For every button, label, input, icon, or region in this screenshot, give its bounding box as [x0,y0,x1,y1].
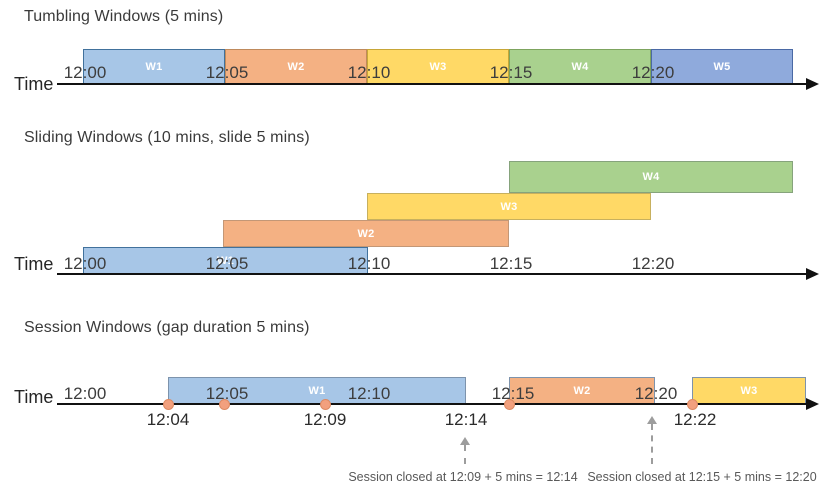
axis-tick-label: 12:00 [63,254,107,273]
window-box-tumbling-w5: W5 [651,49,793,84]
callout-arrowhead-icon [460,437,470,445]
event-time-label: 12:14 [444,410,488,429]
callout-dashed-arrow [651,424,653,464]
axis-tick-label: 12:05 [205,254,249,273]
time-axis-tumbling [57,83,806,85]
axis-tick-label: 12:20 [634,384,678,403]
time-axis-label-session: Time [14,387,54,407]
callout-arrowhead-icon [647,416,657,424]
event-dot-icon [503,398,515,410]
window-label: W1 [145,60,163,73]
time-axis-session [57,403,806,405]
window-label: W2 [287,60,305,73]
event-dot-icon [319,398,331,410]
event-dot-icon [686,398,698,410]
axis-tick-label: 12:10 [347,63,391,82]
axis-tick-label: 12:10 [347,384,391,403]
window-box-sliding-w3: W3 [367,193,651,220]
section-title-session: Session Windows (gap duration 5 mins) [24,319,310,336]
time-axis-arrowhead-icon-session [806,398,819,410]
window-label: W4 [642,171,660,183]
window-box-tumbling-w1: W1 [83,49,225,84]
axis-tick-label: 12:00 [63,384,107,403]
time-axis-arrowhead-icon-sliding [806,268,819,280]
window-label: W1 [308,384,326,397]
window-label: W5 [713,60,731,73]
axis-tick-label: 12:20 [631,254,675,273]
event-time-label: 12:04 [146,410,190,429]
axis-tick-label: 12:05 [205,384,249,403]
event-time-label: 12:09 [303,410,347,429]
callout-annotation: Session closed at 12:09 + 5 mins = 12:14 [348,470,578,484]
time-axis-label-tumbling: Time [14,74,54,94]
section-title-sliding: Sliding Windows (10 mins, slide 5 mins) [24,129,310,146]
window-box-sliding-w2: W2 [223,220,509,247]
window-box-session-w2: W2 [509,377,655,404]
time-axis-sliding [57,273,806,275]
event-dot-icon [218,398,230,410]
window-label: W2 [357,227,375,240]
window-box-sliding-w1: W1 [83,247,368,274]
axis-tick-label: 12:15 [489,254,533,273]
axis-tick-label: 12:10 [347,254,391,273]
event-time-label: 12:22 [673,410,717,429]
window-label: W4 [571,60,589,73]
axis-tick-label: 12:00 [63,63,107,82]
window-box-session-w1: W1 [168,377,466,404]
window-label: W3 [429,60,447,73]
window-label: W3 [740,384,758,397]
time-axis-arrowhead-icon-tumbling [806,78,819,90]
event-dot-icon [162,398,174,410]
axis-tick-label: 12:20 [631,63,675,82]
callout-annotation: Session closed at 12:15 + 5 mins = 12:20 [587,470,817,484]
window-label: W3 [500,200,518,213]
callout-dashed-arrow [464,445,466,464]
window-box-session-w3: W3 [692,377,806,404]
window-label: W1 [216,254,235,267]
window-box-sliding-w4: W4 [509,161,793,193]
section-title-tumbling: Tumbling Windows (5 mins) [24,8,224,25]
time-axis-label-sliding: Time [14,254,54,274]
axis-tick-label: 12:15 [489,63,533,82]
axis-tick-label: 12:15 [491,384,535,403]
window-label: W2 [573,384,591,397]
window-box-tumbling-w3: W3 [367,49,509,84]
axis-tick-label: 12:05 [205,63,249,82]
